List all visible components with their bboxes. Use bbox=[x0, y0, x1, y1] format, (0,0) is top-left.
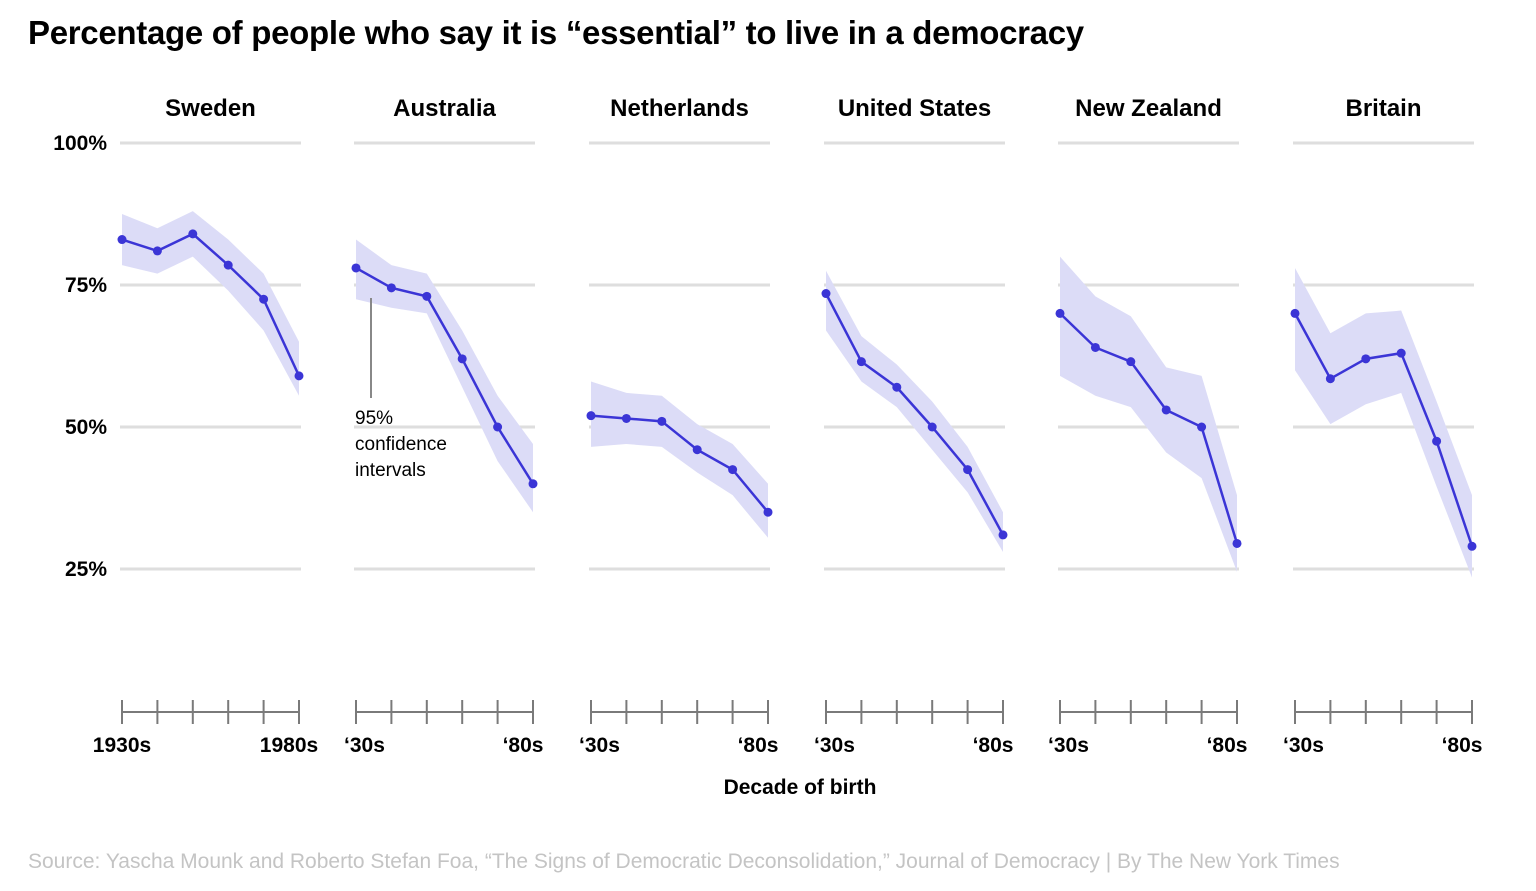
y-tick-label: 25% bbox=[65, 558, 107, 581]
panel-title: New Zealand bbox=[1075, 95, 1222, 122]
data-point bbox=[657, 416, 667, 426]
panel-title: Britain bbox=[1345, 95, 1421, 122]
data-point bbox=[1232, 538, 1242, 548]
x-tick-label: ‘80s bbox=[503, 734, 544, 757]
data-point bbox=[188, 229, 198, 239]
data-point bbox=[117, 235, 127, 245]
data-point bbox=[1467, 541, 1477, 551]
x-tick-label: ‘80s bbox=[1207, 734, 1248, 757]
annotation-text: confidence bbox=[355, 434, 447, 455]
panel-title: Australia bbox=[393, 95, 496, 122]
data-point bbox=[1325, 374, 1335, 384]
confidence-band bbox=[826, 270, 1003, 552]
panel-title: Sweden bbox=[165, 95, 256, 122]
y-tick-label: 50% bbox=[65, 416, 107, 439]
confidence-band bbox=[1060, 256, 1237, 572]
x-tick-label: ‘80s bbox=[973, 734, 1014, 757]
series-line bbox=[355, 266, 535, 485]
chart-title: Percentage of people who say it is “esse… bbox=[28, 14, 1084, 51]
x-tick-label: ‘30s bbox=[579, 734, 620, 757]
data-point bbox=[586, 411, 596, 421]
x-tick-label: 1980s bbox=[260, 734, 318, 757]
data-point bbox=[493, 422, 503, 432]
data-point bbox=[152, 246, 162, 256]
x-tick-label: ‘30s bbox=[1048, 734, 1089, 757]
confidence-band bbox=[356, 239, 533, 513]
x-tick-label: ‘30s bbox=[814, 734, 855, 757]
data-point bbox=[386, 283, 396, 293]
panel-title: United States bbox=[838, 95, 991, 122]
data-point bbox=[927, 422, 937, 432]
confidence-band bbox=[122, 211, 299, 396]
data-point bbox=[892, 382, 902, 392]
x-tick-label: ‘30s bbox=[1283, 734, 1324, 757]
data-point bbox=[856, 357, 866, 367]
data-point bbox=[422, 291, 432, 301]
x-tick-label: 1930s bbox=[93, 734, 151, 757]
data-point bbox=[1126, 357, 1136, 367]
data-point bbox=[1290, 308, 1300, 318]
data-point bbox=[692, 445, 702, 455]
x-axis-title: Decade of birth bbox=[724, 776, 877, 799]
x-tick-label: ‘80s bbox=[738, 734, 779, 757]
data-point bbox=[1361, 354, 1371, 364]
data-point bbox=[1055, 308, 1065, 318]
data-point bbox=[259, 294, 269, 304]
x-tick-label: ‘80s bbox=[1442, 734, 1483, 757]
y-tick-label: 75% bbox=[65, 274, 107, 297]
data-point bbox=[821, 289, 831, 299]
x-tick-label: ‘30s bbox=[344, 734, 385, 757]
data-point bbox=[1432, 436, 1442, 446]
data-point bbox=[528, 479, 538, 489]
data-point bbox=[351, 263, 361, 273]
data-point bbox=[963, 465, 973, 475]
source-credit: Source: Yascha Mounk and Roberto Stefan … bbox=[28, 850, 1340, 873]
series-line bbox=[590, 414, 769, 513]
confidence-band bbox=[591, 381, 768, 538]
data-point bbox=[621, 413, 631, 423]
data-point bbox=[1396, 348, 1406, 358]
series-line bbox=[1059, 312, 1239, 544]
data-point bbox=[1090, 342, 1100, 352]
data-point bbox=[294, 371, 304, 381]
y-tick-label: 100% bbox=[53, 132, 107, 155]
data-point bbox=[1161, 405, 1171, 415]
data-point bbox=[728, 465, 738, 475]
data-point bbox=[1197, 422, 1207, 432]
data-point bbox=[763, 507, 773, 517]
small-multiples-chart: 100% 75% 50% 25% Sweden 1930s 1980s Australia ‘3… bbox=[53, 95, 1483, 799]
annotation-text: 95% bbox=[355, 408, 393, 429]
data-point bbox=[457, 354, 467, 364]
annotation-text: intervals bbox=[355, 460, 426, 481]
confidence-band bbox=[1295, 267, 1472, 578]
panel-title: Netherlands bbox=[610, 95, 749, 122]
series-line bbox=[1293, 312, 1474, 547]
series-line bbox=[121, 232, 301, 377]
series-line bbox=[824, 292, 1005, 536]
data-point bbox=[223, 260, 233, 270]
data-point bbox=[998, 530, 1008, 540]
